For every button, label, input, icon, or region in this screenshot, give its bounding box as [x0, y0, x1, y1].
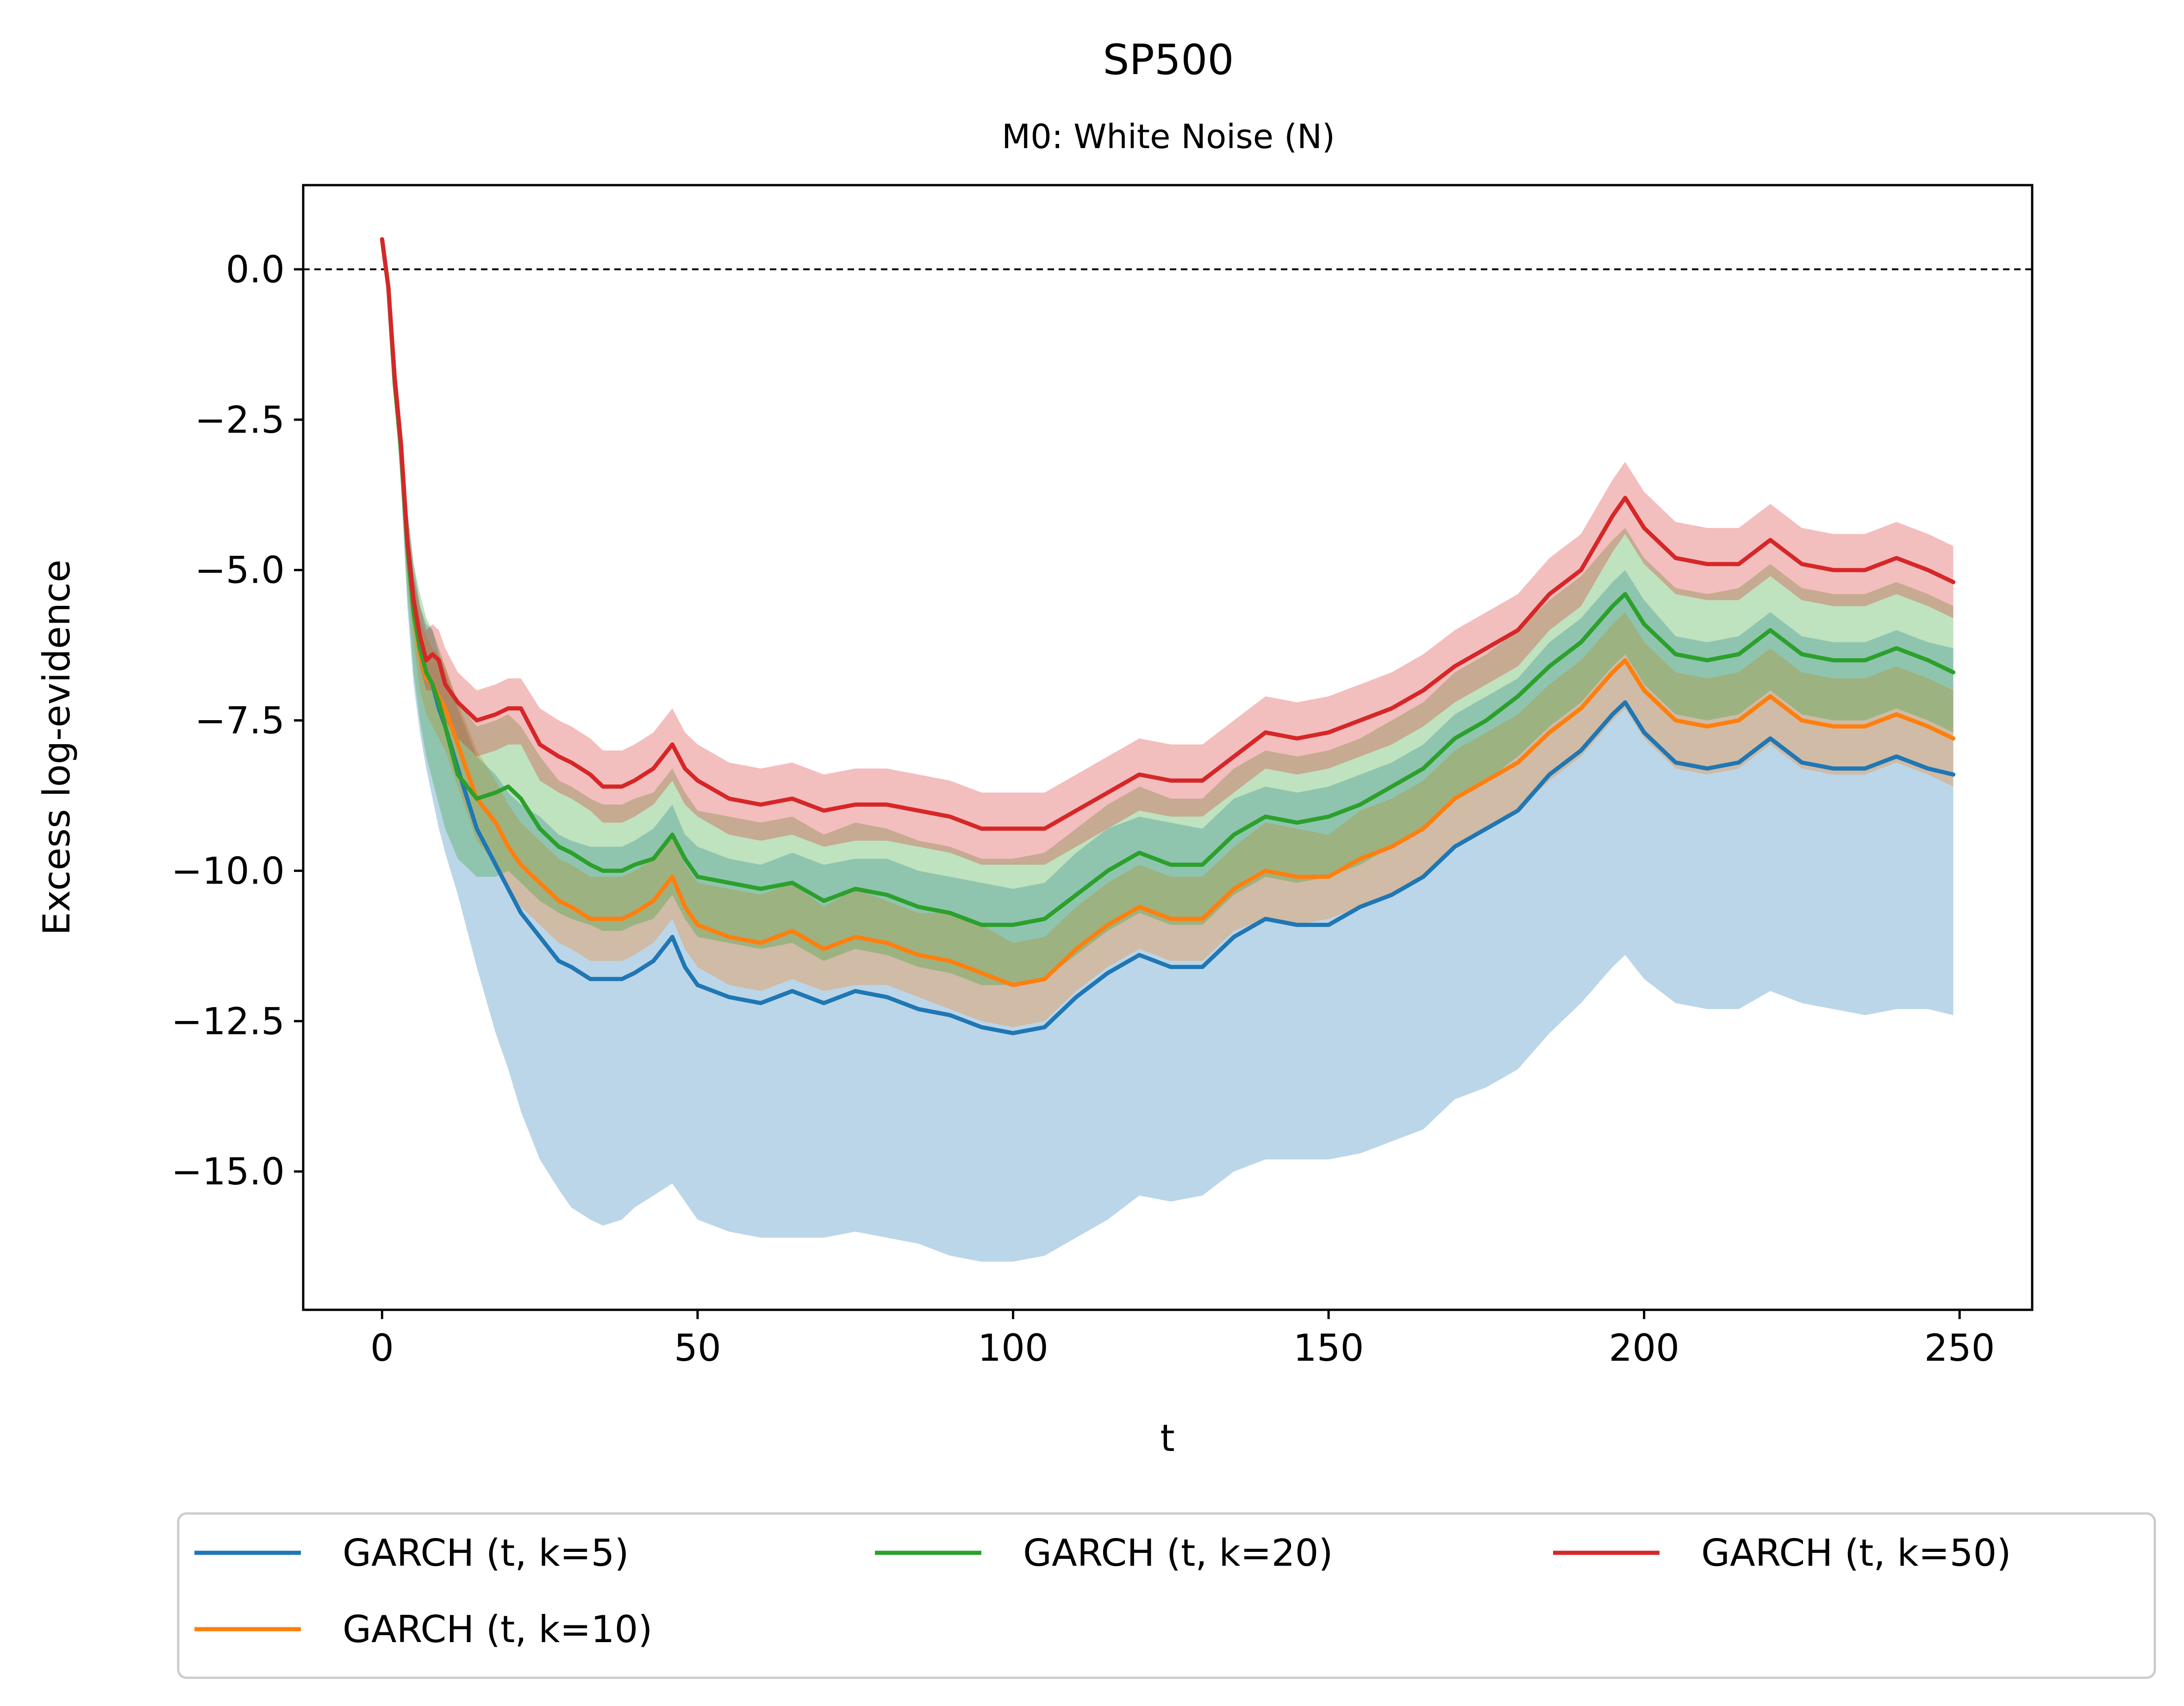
plot-frame [302, 184, 2034, 1311]
chart-subtitle: M0: White Noise (N) [1002, 117, 1335, 156]
y-tick-label: −12.5 [171, 1000, 285, 1043]
series-lines [380, 237, 1956, 1035]
x-tick-label: 250 [1924, 1326, 1995, 1370]
y-tick-label: −7.5 [195, 699, 285, 742]
line-garch-t-k-20 [380, 237, 1956, 927]
x-tick-label: 50 [674, 1326, 721, 1370]
confidence-bands [382, 239, 1953, 1262]
legend-label: GARCH (t, k=10) [343, 1608, 653, 1651]
y-tick-label: 0.0 [226, 248, 285, 291]
x-tick-label: 150 [1293, 1326, 1364, 1370]
chart-title: SP500 [1103, 36, 1234, 84]
line-garch-t-k-10 [380, 237, 1956, 987]
legend-label: GARCH (t, k=5) [343, 1532, 629, 1575]
legend: GARCH (t, k=5) GARCH (t, k=10) GARCH (t, k… [194, 1532, 2011, 1651]
y-tick-label: −2.5 [195, 398, 285, 442]
y-tick-label: −5.0 [195, 549, 285, 592]
y-axis-ticks: 0.0 −2.5 −5.0 −7.5 −10.0 −12.5 −15.0 [171, 248, 303, 1193]
legend-label: GARCH (t, k=20) [1023, 1532, 1333, 1575]
band-garch-t-k-5 [382, 239, 1953, 1262]
y-axis-label: Excess log-evidence [35, 560, 78, 935]
legend-box [177, 1512, 2156, 1679]
x-axis-ticks: 0 50 100 150 200 250 [370, 1310, 1995, 1370]
x-tick-label: 200 [1609, 1326, 1679, 1370]
band-garch-t-k-50 [382, 239, 1953, 865]
line-garch-t-k-50 [380, 237, 1956, 831]
y-tick-label: −15.0 [171, 1150, 285, 1193]
x-axis-label: t [1160, 1417, 1174, 1460]
x-tick-label: 0 [370, 1326, 394, 1370]
x-tick-label: 100 [978, 1326, 1048, 1370]
legend-label: GARCH (t, k=50) [1701, 1532, 2011, 1575]
y-tick-label: −10.0 [171, 849, 285, 892]
band-garch-t-k-20 [382, 239, 1953, 985]
